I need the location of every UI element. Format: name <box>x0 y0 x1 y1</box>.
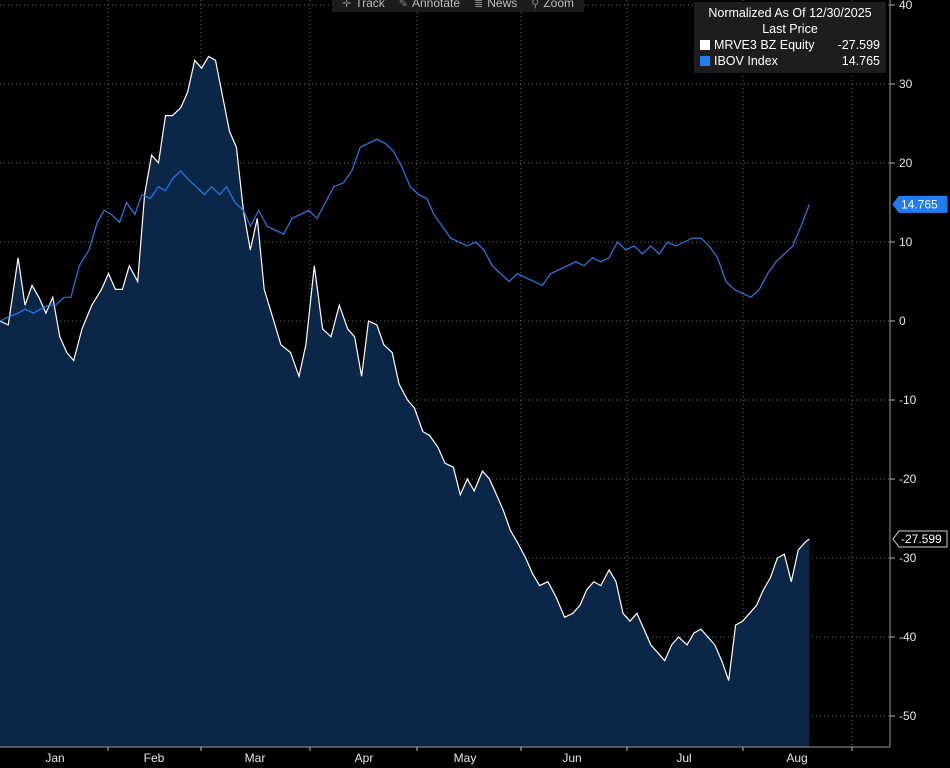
toolbar-annotate-button[interactable]: ✎ Annotate <box>399 0 460 12</box>
toolbar-news-label: News <box>487 0 518 10</box>
x-tick-label: Aug <box>786 751 807 765</box>
x-tick-label: Feb <box>144 751 165 765</box>
mrve3-last-tag: -27.599 <box>892 530 948 548</box>
x-tick-label: Mar <box>245 751 266 765</box>
legend-entry-ibov[interactable]: IBOV Index 14.765 <box>700 53 880 69</box>
x-tick-label: May <box>454 751 477 765</box>
toolbar-track-button[interactable]: ✛ Track <box>342 0 385 12</box>
toolbar-zoom-button[interactable]: ⚲ Zoom <box>531 0 574 12</box>
ibov-last-tag: 14.765 <box>892 195 948 213</box>
legend-name-ibov: IBOV Index <box>714 54 778 68</box>
y-tick-label: -20 <box>899 472 917 486</box>
ibov-line <box>0 138 810 322</box>
x-tick-label: Apr <box>355 751 374 765</box>
ibov-last-tag-text: 14.765 <box>901 197 938 211</box>
y-tick-label: 10 <box>899 235 913 249</box>
x-tick-label: Jul <box>676 751 691 765</box>
y-tick-label: 30 <box>899 77 913 91</box>
chart-legend: Normalized As Of 12/30/2025 Last Price M… <box>694 2 886 73</box>
magnifier-icon: ⚲ <box>531 0 540 10</box>
toolbar-track-label: Track <box>355 0 385 10</box>
ibov-last-tag-bg <box>892 195 948 213</box>
y-tick-label: -10 <box>899 393 917 407</box>
chart-toolbar: ✛ Track ✎ Annotate ≣ News ⚲ Zoom <box>332 0 585 12</box>
y-tick-label: 40 <box>899 0 913 12</box>
y-tick-label: -40 <box>899 630 917 644</box>
mrve3-last-tag-bg <box>892 530 948 548</box>
pencil-icon: ✎ <box>398 0 408 10</box>
y-tick-label: -50 <box>899 709 917 723</box>
toolbar-annotate-label: Annotate <box>412 0 461 10</box>
legend-entry-mrve3[interactable]: MRVE3 BZ Equity -27.599 <box>700 37 880 53</box>
series-layer <box>0 55 810 747</box>
y-tick-label: 20 <box>899 156 913 170</box>
y-tick-label: -30 <box>899 551 917 565</box>
x-tick-label: Jan <box>45 751 64 765</box>
x-tick-label: Jun <box>562 751 581 765</box>
toolbar-zoom-label: Zoom <box>543 0 575 10</box>
crosshair-icon: ✛ <box>342 0 352 10</box>
toolbar-news-button[interactable]: ≣ News <box>474 0 517 12</box>
legend-value-ibov: 14.765 <box>841 54 880 68</box>
news-icon: ≣ <box>474 0 484 10</box>
legend-name-mrve3: MRVE3 BZ Equity <box>714 38 815 52</box>
legend-subtitle: Last Price <box>762 22 818 36</box>
legend-value-mrve3: -27.599 <box>837 38 880 52</box>
mrve3-line <box>0 55 810 681</box>
legend-swatch-ibov <box>700 56 710 66</box>
legend-swatch-mrve3 <box>700 40 710 50</box>
y-tick-label: 0 <box>899 314 906 328</box>
legend-title: Normalized As Of 12/30/2025 <box>708 6 872 20</box>
mrve3-last-tag-text: -27.599 <box>901 532 942 546</box>
